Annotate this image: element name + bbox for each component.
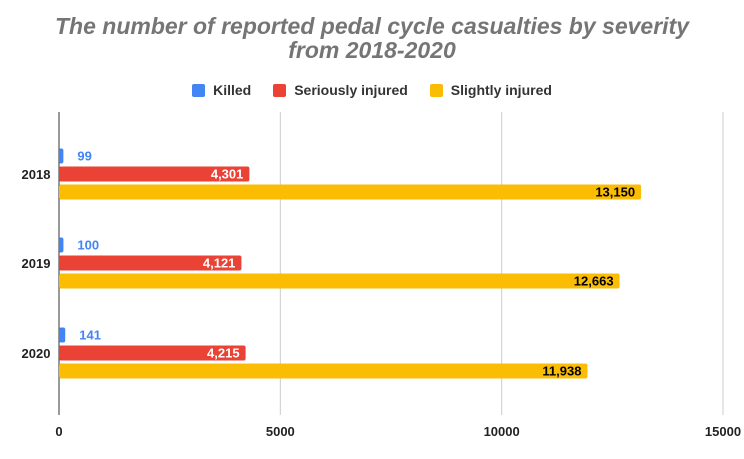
data-label: 11,938 [542,364,581,379]
data-label: 12,663 [574,274,614,289]
data-label: 4,121 [203,256,236,271]
legend-item-slightly-injured[interactable]: Slightly injured [429,82,552,98]
data-label: 141 [79,328,101,343]
bar [59,327,66,343]
legend-label-killed: Killed [213,82,252,98]
chart-title-line-1: The number of reported pedal cycle casua… [54,13,690,39]
legend-swatch-slightly-injured [429,83,443,97]
chart-title-line-2: from 2018-2020 [288,37,456,63]
bar [59,237,64,253]
x-tick-label: 5000 [266,424,295,439]
chart-title: The number of reported pedal cycle casua… [0,14,744,62]
data-label: 100 [77,238,99,253]
x-tick-label: 0 [55,424,62,439]
bar [59,273,620,289]
bar [59,363,588,379]
x-tick-label: 10000 [484,424,520,439]
category-label: 2020 [22,346,51,361]
bar [59,148,64,164]
bar [59,166,250,182]
category-label: 2018 [22,167,51,182]
legend-swatch-killed [192,83,206,97]
data-label: 4,301 [211,167,244,182]
data-label: 99 [77,149,91,164]
legend-item-killed[interactable]: Killed [192,82,251,98]
data-label: 13,150 [595,185,635,200]
bar [59,184,642,200]
bar [59,345,246,361]
legend-item-seriously-injured[interactable]: Seriously injured [273,82,408,98]
x-tick-label: 15000 [705,424,741,439]
legend-swatch-seriously-injured [273,83,287,97]
legend-label-seriously-injured: Seriously injured [294,82,408,98]
category-label: 2019 [22,256,51,271]
bar [59,255,242,271]
data-label: 4,215 [207,346,240,361]
legend: Killed Seriously injured Slightly injure… [0,82,744,98]
legend-label-slightly-injured: Slightly injured [450,82,552,98]
